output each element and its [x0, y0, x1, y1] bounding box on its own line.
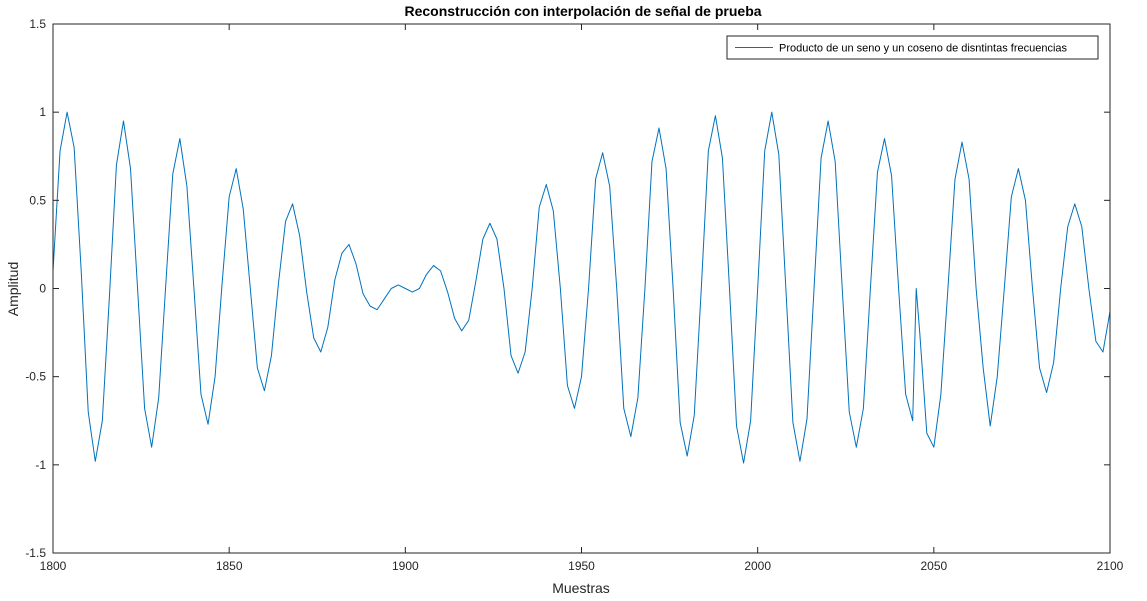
y-tick-label: -1.5 — [25, 546, 46, 560]
x-tick-label: 1900 — [392, 559, 419, 573]
x-tick-label: 1950 — [568, 559, 595, 573]
y-tick-label: -0.5 — [25, 370, 46, 384]
x-tick-label: 1850 — [216, 559, 243, 573]
y-ticks: 1.5 1 0.5 0 -0.5 -1 -1.5 — [25, 17, 1110, 560]
legend-box — [726, 35, 1099, 60]
x-ticks: 1800 1850 1900 1950 2000 2050 2100 — [40, 24, 1124, 573]
x-axis-label: Muestras — [552, 580, 610, 596]
legend: Producto de un seno y un coseno de disnt… — [726, 35, 1099, 60]
series-layer — [52, 111, 1111, 464]
x-tick-label: 2100 — [1097, 559, 1124, 573]
y-tick-label: 0.5 — [29, 193, 46, 207]
y-tick-label: 0 — [39, 282, 46, 296]
plot-area — [53, 24, 1110, 553]
chart-title: Reconstrucción con interpolación de seña… — [404, 3, 761, 19]
x-tick-label: 2050 — [920, 559, 947, 573]
series-line-0 — [52, 111, 1111, 464]
y-tick-label: -1 — [35, 458, 46, 472]
y-axis-label: Amplitud — [5, 262, 21, 316]
x-tick-label: 2000 — [744, 559, 771, 573]
x-tick-label: 1800 — [40, 559, 67, 573]
legend-entry-label: Producto de un seno y un coseno de disnt… — [779, 43, 1068, 55]
y-tick-label: 1 — [39, 105, 46, 119]
y-tick-label: 1.5 — [29, 17, 46, 31]
axes: 1800 1850 1900 1950 2000 2050 2100 1.5 1 0.5 0 -0.… — [25, 17, 1123, 573]
